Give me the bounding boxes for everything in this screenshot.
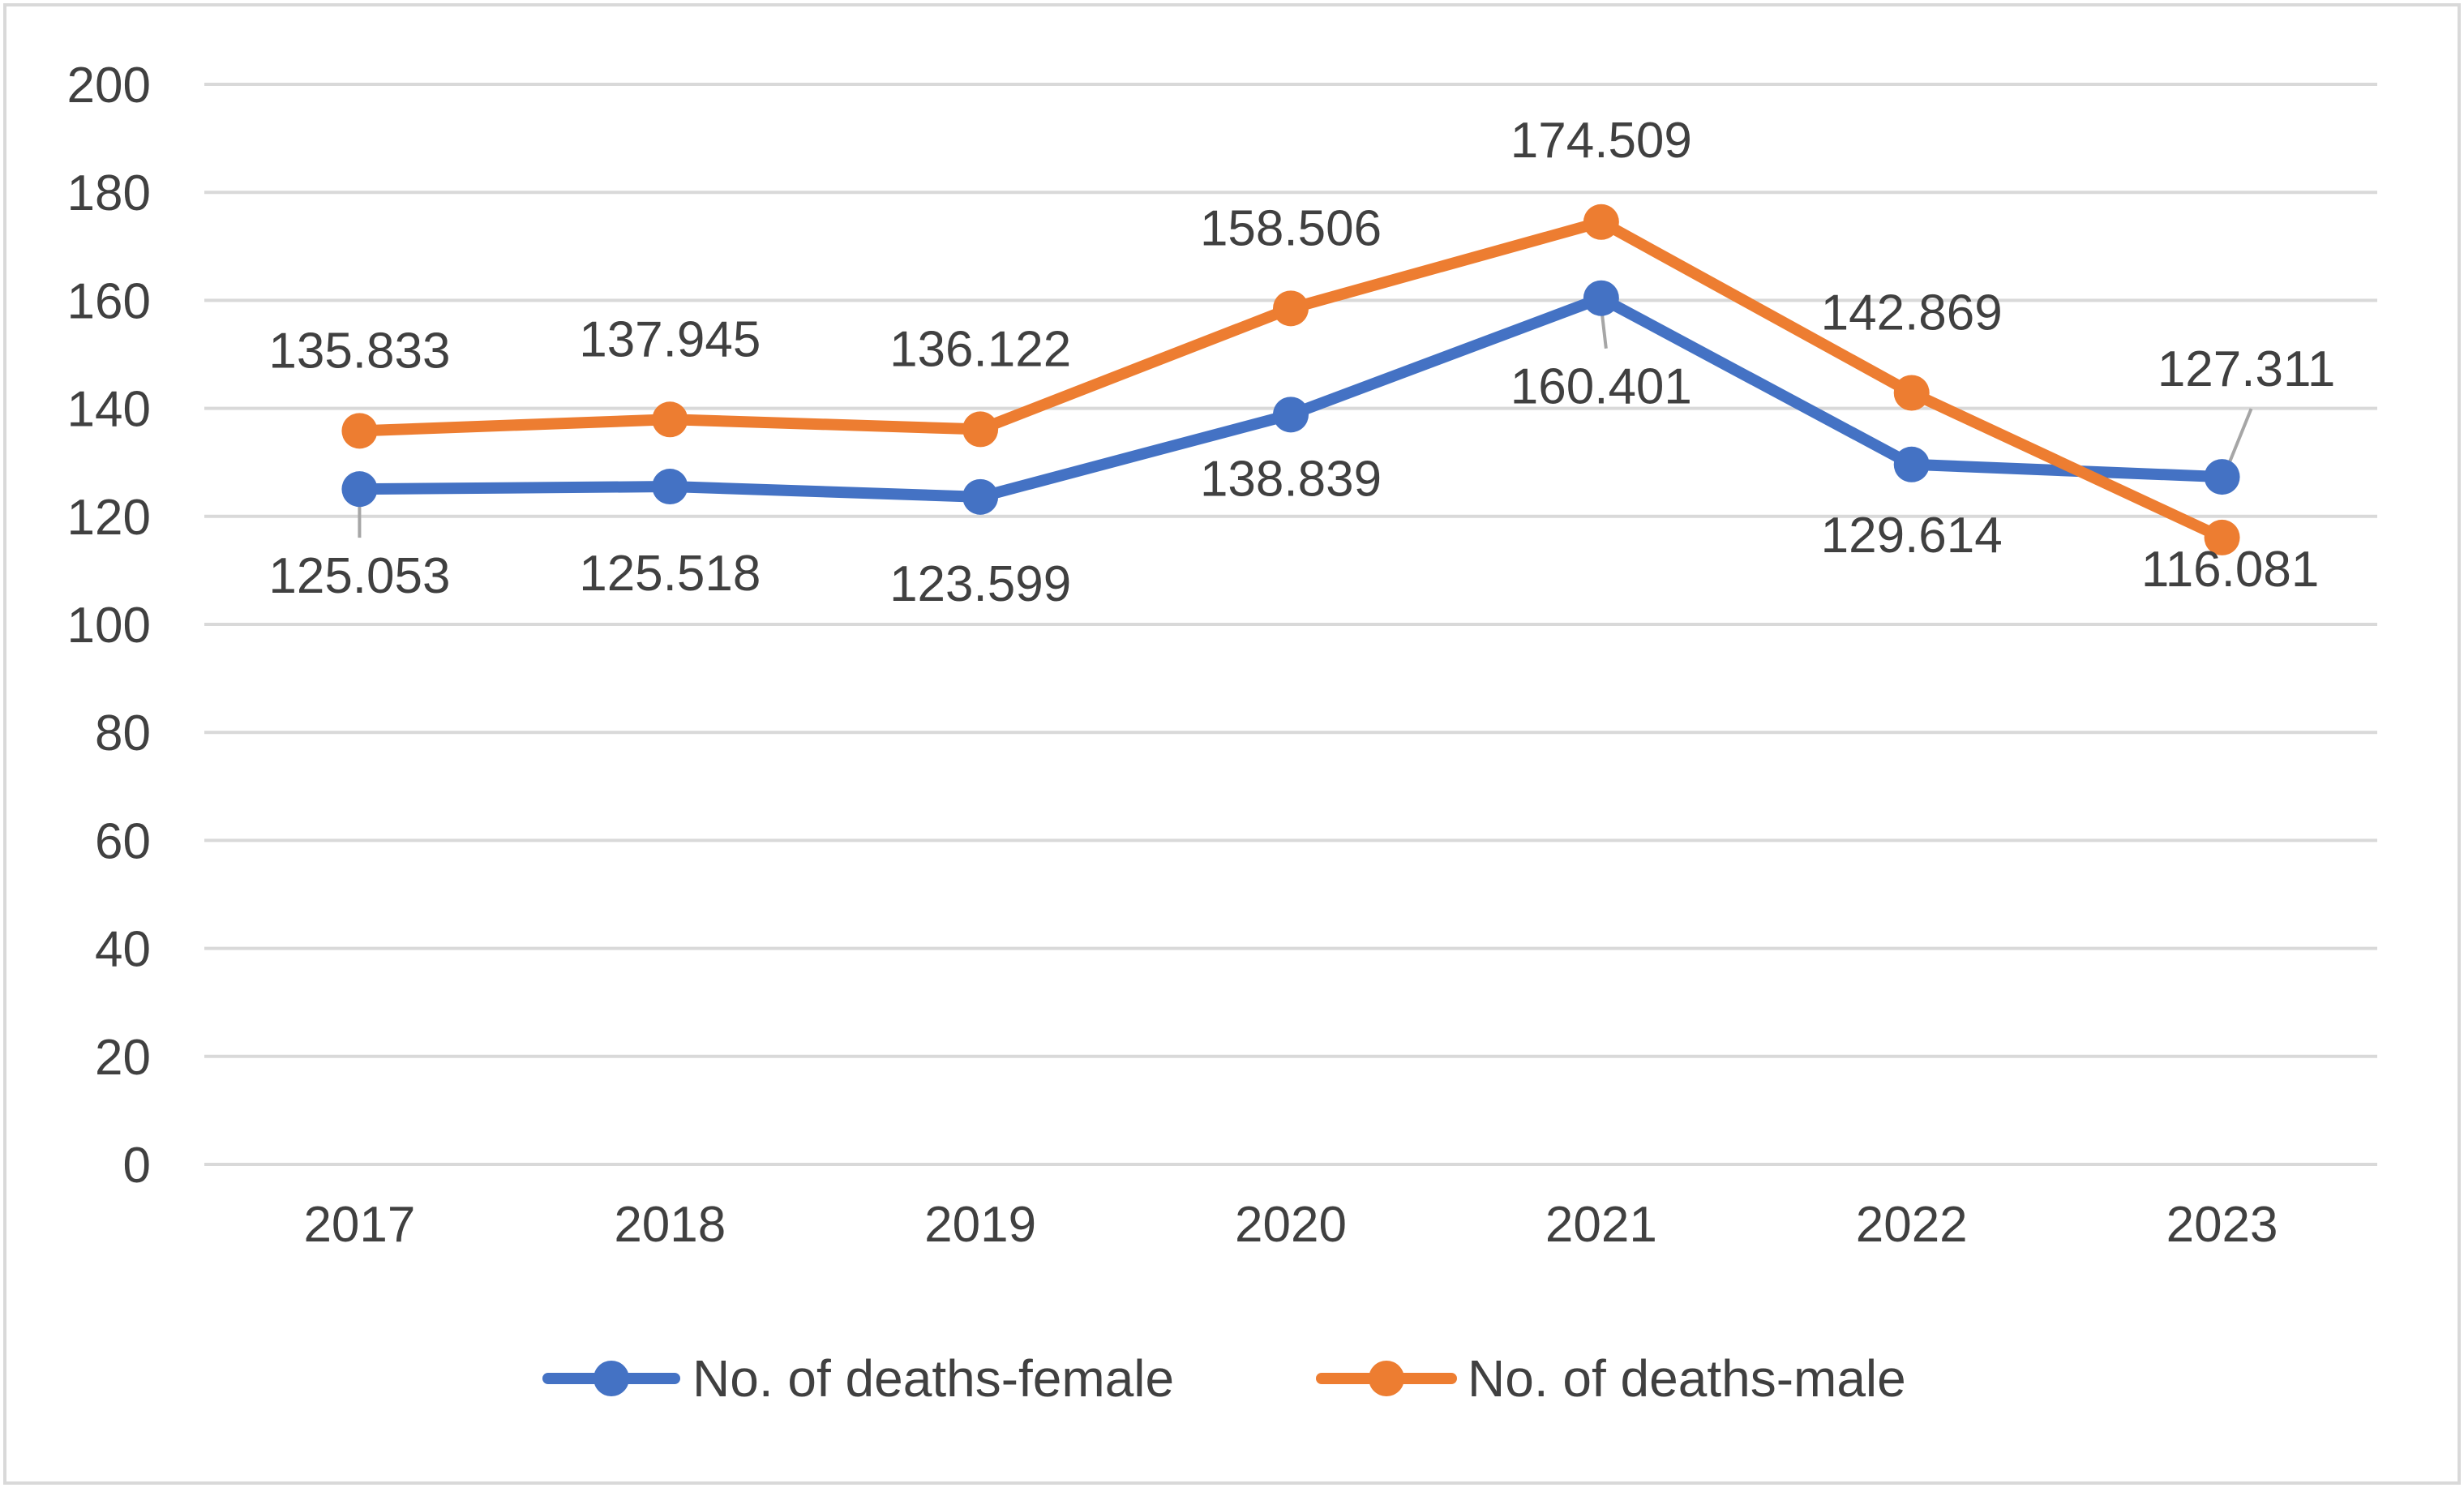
data-label: 137.945 [579, 311, 761, 367]
data-label: 174.509 [1511, 113, 1692, 169]
data-label: 138.839 [1200, 451, 1382, 507]
series-female [341, 280, 2240, 515]
data-label: 127.311 [2158, 341, 2336, 397]
y-tick-label: 0 [123, 1138, 151, 1194]
series-lines [341, 204, 2240, 555]
data-label: 125.053 [268, 548, 450, 604]
legend-label: No. of deaths-male [1468, 1349, 1906, 1408]
y-tick-label: 200 [67, 58, 151, 114]
y-tick-label: 140 [67, 382, 151, 438]
data-point [1273, 290, 1309, 327]
legend-swatch-marker [1369, 1361, 1404, 1396]
legend-item-female: No. of deaths-female [542, 1349, 1174, 1408]
y-tick-label: 100 [67, 598, 151, 654]
x-tick-label: 2023 [2166, 1197, 2278, 1253]
x-tick-label: 2022 [1856, 1197, 1968, 1253]
y-tick-label: 160 [67, 273, 151, 329]
y-tick-label: 20 [95, 1030, 151, 1086]
data-point [1583, 204, 1619, 240]
x-axis-ticks: 2017 2018 2019 2020 2021 2022 2023 [303, 1197, 2278, 1253]
leader-line [2225, 408, 2253, 469]
legend-swatch-marker [594, 1361, 629, 1396]
data-label: 158.506 [1200, 200, 1382, 256]
x-tick-label: 2019 [924, 1197, 1036, 1253]
data-point [652, 401, 688, 438]
data-point [341, 471, 378, 508]
y-tick-label: 60 [95, 813, 151, 869]
data-label: 116.081 [2141, 542, 2320, 598]
data-point [652, 469, 688, 505]
data-point [341, 413, 378, 449]
data-point [1893, 446, 1930, 482]
data-point [2204, 519, 2240, 555]
y-tick-label: 80 [95, 705, 151, 761]
legend: No. of deaths-female No. of deaths-male [542, 1349, 1906, 1408]
data-point [1583, 280, 1619, 316]
y-tick-label: 40 [95, 922, 151, 978]
x-tick-label: 2021 [1545, 1197, 1657, 1253]
y-tick-label: 180 [67, 165, 151, 221]
data-label: 160.401 [1511, 359, 1692, 415]
data-label: 142.869 [1821, 285, 2003, 341]
data-labels: 125.053 125.518 123.599 138.839 160.401 129.6… [268, 113, 2335, 612]
data-label: 125.518 [579, 546, 761, 602]
x-tick-label: 2020 [1235, 1197, 1347, 1253]
data-label: 123.599 [889, 556, 1071, 612]
series-male [341, 204, 2240, 555]
x-tick-label: 2018 [614, 1197, 726, 1253]
y-tick-label: 120 [67, 490, 151, 546]
legend-item-male: No. of deaths-male [1316, 1349, 1906, 1408]
data-point [962, 411, 999, 448]
data-label: 135.833 [268, 323, 450, 379]
legend-label: No. of deaths-female [692, 1349, 1174, 1408]
data-label: 136.122 [889, 321, 1071, 377]
data-label: 129.614 [1821, 508, 2003, 564]
y-axis-ticks: 0 20 40 60 80 100 120 140 160 180 200 [67, 58, 151, 1194]
chart-border [3, 3, 2461, 1485]
data-point [1273, 397, 1309, 433]
x-tick-label: 2017 [303, 1197, 415, 1253]
data-point [2204, 459, 2240, 495]
data-point [1893, 375, 1930, 411]
data-point [962, 478, 999, 515]
